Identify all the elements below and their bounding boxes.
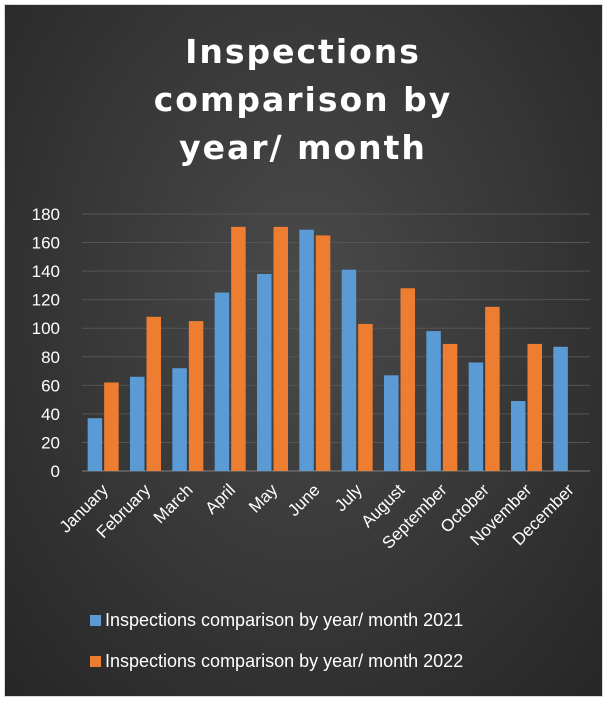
y-tick-label: 120 xyxy=(32,291,60,310)
bar-series1 xyxy=(341,269,357,471)
bar-series1 xyxy=(257,273,272,471)
legend-swatch xyxy=(90,656,101,667)
x-tick-label: April xyxy=(202,480,239,517)
y-tick-label: 20 xyxy=(41,433,60,452)
bar-series2 xyxy=(231,226,246,471)
bar-series2 xyxy=(273,226,288,471)
bar-series1 xyxy=(511,401,526,471)
bar-series1 xyxy=(172,368,187,471)
bar-series2 xyxy=(315,235,331,471)
bar-series1 xyxy=(87,418,103,471)
y-tick-label: 140 xyxy=(32,262,60,281)
bar-series1 xyxy=(130,376,145,471)
bar-series2 xyxy=(358,323,373,471)
bar-series1 xyxy=(553,346,568,471)
bar-series2 xyxy=(527,343,542,471)
bar-series1 xyxy=(214,292,230,471)
y-tick-label: 100 xyxy=(32,319,60,338)
bar-series1 xyxy=(299,229,314,471)
y-tick-label: 160 xyxy=(32,234,60,253)
x-tick-label: May xyxy=(245,480,281,516)
y-tick-label: 0 xyxy=(51,462,60,481)
bar-series1 xyxy=(426,331,441,471)
bar-series2 xyxy=(146,316,161,471)
y-tick-label: 180 xyxy=(32,205,60,224)
bar-series2 xyxy=(442,343,458,471)
legend-label: Inspections comparison by year/ month 20… xyxy=(105,610,463,630)
bar-series2 xyxy=(400,288,415,471)
y-tick-label: 40 xyxy=(41,405,60,424)
bar-series2 xyxy=(188,321,204,471)
y-tick-label: 80 xyxy=(41,348,60,367)
x-tick-label: July xyxy=(331,480,366,515)
x-tick-label: June xyxy=(284,480,324,520)
bar-series2 xyxy=(485,306,500,471)
legend-label: Inspections comparison by year/ month 20… xyxy=(105,651,463,671)
bar-series2 xyxy=(104,382,119,471)
bar-series1 xyxy=(468,362,484,471)
x-tick-label: March xyxy=(150,480,197,527)
chart-title: Inspections comparison by year/ month xyxy=(153,32,453,167)
legend-swatch xyxy=(90,615,101,626)
bar-series1 xyxy=(384,375,399,471)
y-tick-label: 60 xyxy=(41,376,60,395)
